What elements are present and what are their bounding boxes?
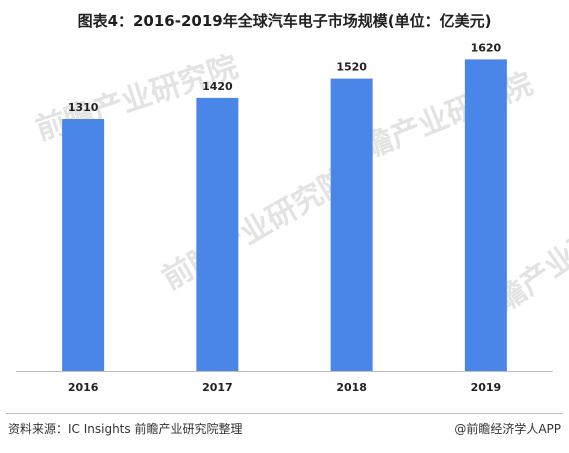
bar-2016 (62, 119, 105, 372)
bar-2019 (464, 59, 507, 371)
x-tick-labels-group: 2016 2017 2018 2019 (68, 381, 501, 394)
value-label-2016: 1310 (68, 101, 99, 114)
bar-2017 (196, 97, 239, 371)
watermark-text-2: 前瞻产业研究院 (157, 162, 356, 297)
x-tick-2016: 2016 (68, 381, 99, 394)
source-note: 资料来源：IC Insights 前瞻产业研究院整理 (8, 422, 243, 436)
value-label-2019: 1620 (471, 41, 502, 54)
x-tick-2018: 2018 (336, 381, 367, 394)
value-labels-group: 1310 1420 1520 1620 (68, 41, 502, 114)
footer-divider (6, 413, 563, 414)
value-label-2018: 1520 (336, 61, 367, 74)
brand-credit: @前瞻经济学人APP (454, 422, 561, 436)
x-tick-2019: 2019 (471, 381, 502, 394)
bar-2018 (330, 78, 373, 371)
value-label-2017: 1420 (202, 80, 233, 93)
x-tick-2017: 2017 (202, 381, 233, 394)
chart-title: 图表4：2016-2019年全球汽车电子市场规模(单位：亿美元) (77, 12, 492, 30)
bars-group (62, 59, 507, 372)
